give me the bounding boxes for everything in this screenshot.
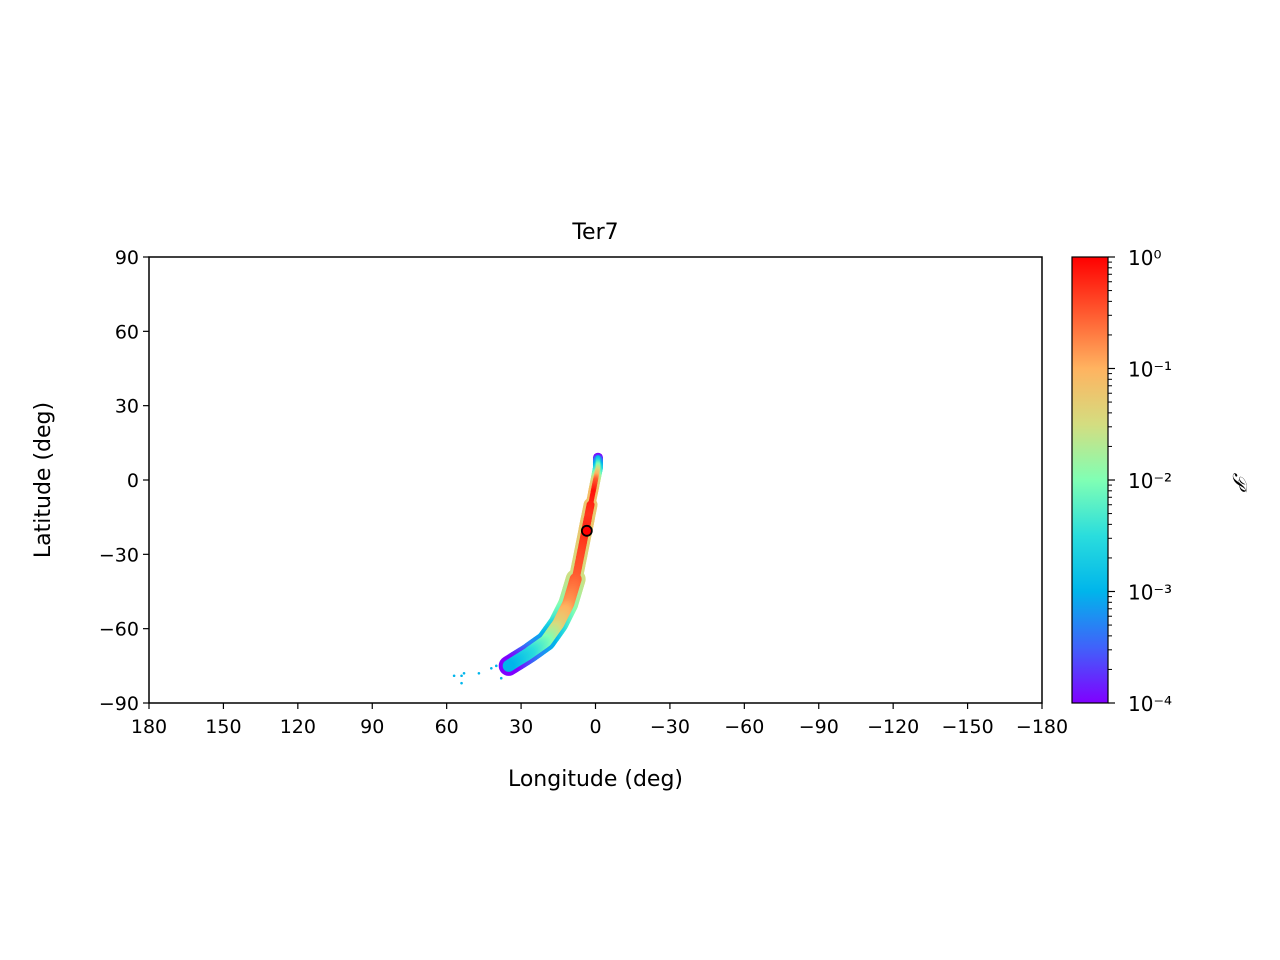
x-axis: 180 150 120 90 60 30 0 −30 −60 −90 −120 −150 −180	[131, 703, 1068, 738]
outlier-point	[477, 671, 481, 675]
colorbar-ticks: 10⁰ 10⁻¹ 10⁻² 10⁻³ 10⁻⁴	[1108, 246, 1172, 716]
outlier-point	[462, 671, 466, 675]
x-tick-label: −150	[941, 716, 993, 738]
colorbar	[1071, 256, 1109, 704]
outlier-point	[452, 674, 456, 678]
outlier-point	[494, 664, 498, 668]
x-tick-label: −90	[799, 716, 839, 738]
cluster-marker	[580, 524, 593, 537]
chart-title: Ter7	[571, 220, 618, 245]
colorbar-tick-label: 10⁻¹	[1128, 358, 1172, 382]
x-tick-label: 60	[435, 716, 459, 738]
outlier-point	[460, 674, 463, 678]
x-tick-label: −120	[867, 716, 919, 738]
colorbar-tick-label: 10⁻⁴	[1128, 692, 1172, 716]
y-axis: 90 60 30 0 −30 −60 −90	[99, 247, 149, 715]
y-tick-label: 90	[115, 247, 139, 269]
outlier-point	[499, 676, 503, 680]
colorbar-tick-label: 10⁻²	[1128, 469, 1172, 493]
scatter-layer	[452, 452, 603, 685]
y-tick-label: 0	[127, 470, 139, 492]
x-tick-label: 120	[280, 716, 316, 738]
y-tick-label: −30	[99, 544, 139, 566]
y-axis-label: Latitude (deg)	[31, 402, 56, 558]
y-tick-label: −90	[99, 693, 139, 715]
x-tick-label: −180	[1016, 716, 1068, 738]
x-axis-label: Longitude (deg)	[508, 767, 683, 792]
y-tick-label: 60	[115, 321, 139, 343]
outlier-point	[490, 667, 493, 670]
colorbar-tick-label: 10⁰	[1128, 246, 1161, 270]
stream-point	[502, 659, 515, 672]
x-tick-label: 30	[509, 716, 533, 738]
x-tick-label: 0	[589, 716, 601, 738]
x-tick-label: 90	[360, 716, 384, 738]
y-tick-label: 30	[115, 396, 139, 418]
outlier-point	[460, 681, 463, 685]
x-tick-label: 150	[205, 716, 241, 738]
colorbar-tick-label: 10⁻³	[1128, 581, 1172, 605]
x-tick-label: −30	[650, 716, 690, 738]
y-tick-label: −60	[99, 619, 139, 641]
colorbar-label: 𝒫	[1228, 473, 1252, 493]
x-tick-label: −60	[724, 716, 764, 738]
x-tick-label: 180	[131, 716, 167, 738]
